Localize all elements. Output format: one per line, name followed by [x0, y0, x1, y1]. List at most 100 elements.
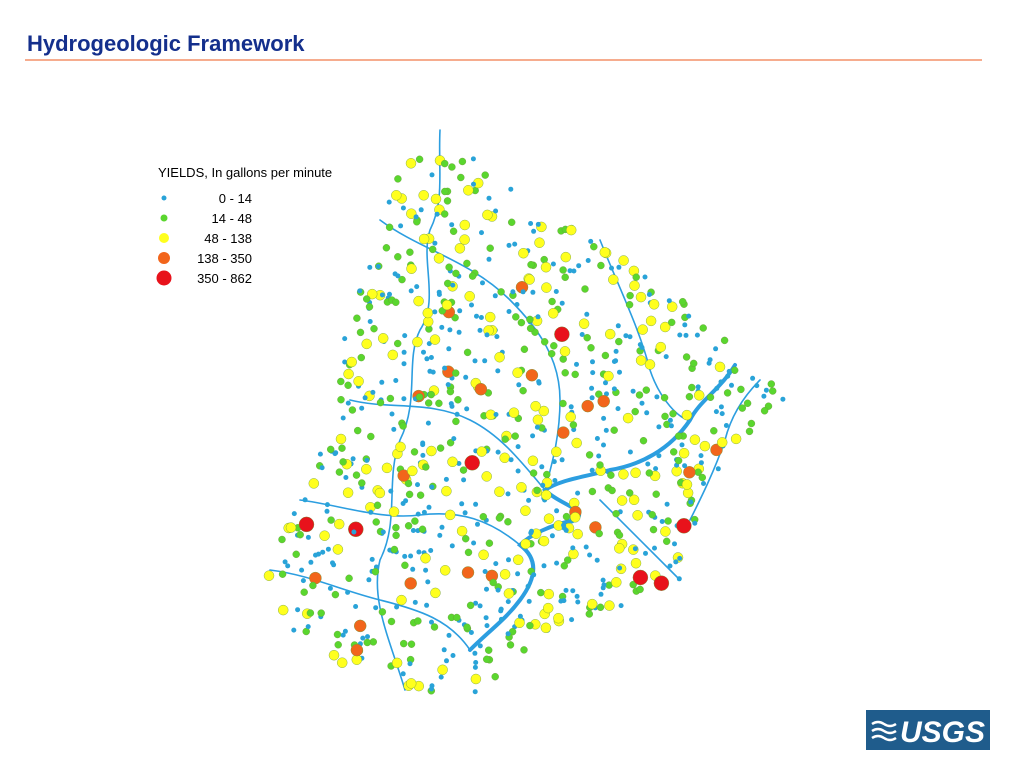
well-dot	[427, 368, 433, 374]
well-dot	[598, 591, 604, 597]
well-dot	[376, 398, 385, 407]
well-dot	[706, 393, 715, 401]
well-dot	[397, 469, 410, 482]
well-dot	[632, 510, 643, 521]
well-dot	[539, 464, 545, 470]
well-dot	[526, 621, 534, 630]
well-dot	[515, 468, 521, 474]
well-dot	[643, 550, 648, 556]
well-dot	[512, 241, 518, 247]
well-dot	[646, 292, 652, 297]
well-dot	[508, 407, 520, 418]
well-dot	[527, 455, 539, 466]
well-dot	[572, 528, 583, 540]
well-dot	[449, 222, 455, 228]
well-dot	[425, 399, 433, 407]
well-dot	[495, 514, 504, 522]
well-dot	[445, 263, 453, 271]
well-dot	[478, 315, 484, 320]
well-dot	[388, 488, 394, 494]
well-dot	[464, 455, 480, 471]
well-dot	[479, 513, 487, 521]
well-dot	[378, 608, 387, 616]
well-dot	[494, 352, 505, 363]
well-dot	[661, 412, 669, 421]
well-dot	[474, 313, 479, 319]
well-dot	[780, 396, 786, 402]
well-dot	[769, 387, 777, 395]
well-dot	[706, 360, 712, 366]
well-dot	[482, 209, 493, 221]
well-dot	[477, 643, 483, 649]
well-dot	[563, 587, 569, 593]
well-dot	[666, 298, 672, 304]
well-dot	[637, 324, 648, 335]
well-dot	[443, 476, 449, 482]
well-dot	[478, 549, 489, 560]
well-dot	[342, 628, 348, 634]
well-dot	[412, 336, 423, 348]
well-dot	[443, 197, 452, 205]
well-dot	[517, 613, 523, 619]
well-dot	[484, 586, 489, 592]
well-dot	[393, 378, 399, 383]
well-dot	[571, 370, 579, 379]
well-dot	[305, 534, 311, 540]
well-dot	[615, 531, 624, 539]
well-dot	[538, 535, 550, 547]
well-dot	[610, 426, 618, 434]
well-dot	[493, 208, 499, 214]
well-dot	[486, 244, 494, 252]
well-dot	[685, 393, 694, 401]
well-dot	[392, 531, 400, 540]
well-dot	[369, 556, 375, 562]
well-dot	[515, 444, 521, 450]
well-dot	[535, 221, 541, 227]
well-dot	[441, 210, 449, 218]
well-dot	[472, 650, 478, 656]
well-dot	[514, 302, 520, 307]
well-dot	[603, 380, 608, 386]
well-dot	[506, 641, 515, 649]
well-dot	[400, 205, 406, 211]
well-dot	[694, 390, 705, 401]
well-dot	[590, 359, 595, 365]
legend-label: 0 - 14	[219, 191, 252, 206]
well-dot	[614, 543, 625, 554]
well-dot	[291, 627, 297, 633]
well-dot	[406, 263, 417, 274]
well-dot	[327, 516, 335, 524]
well-dot	[432, 309, 438, 315]
well-dot	[625, 301, 634, 309]
well-dot	[642, 386, 650, 394]
well-dot	[672, 541, 677, 547]
legend-label: 48 - 138	[204, 231, 252, 246]
well-dot	[328, 650, 340, 661]
well-dot	[512, 367, 523, 378]
well-dot	[656, 453, 662, 459]
well-dot	[562, 512, 571, 521]
well-dot	[350, 643, 364, 657]
well-dot	[615, 323, 621, 329]
well-dot	[414, 617, 422, 625]
well-dot	[527, 261, 535, 269]
well-dot	[394, 339, 402, 348]
well-dot	[448, 401, 454, 407]
well-dot	[719, 411, 725, 417]
well-dot	[607, 471, 615, 479]
well-dot	[405, 158, 417, 169]
well-dot	[530, 433, 536, 439]
well-dot	[589, 385, 595, 391]
well-dot	[585, 610, 593, 618]
well-dot	[494, 334, 500, 340]
well-dot	[613, 348, 619, 354]
well-dot	[575, 490, 581, 496]
well-dot	[300, 578, 306, 584]
well-dot	[361, 464, 372, 475]
well-dot	[485, 311, 496, 323]
well-dot	[631, 407, 639, 416]
well-dot	[394, 604, 400, 610]
well-dot	[363, 295, 371, 303]
well-dot	[367, 264, 373, 270]
well-dot	[564, 556, 572, 564]
